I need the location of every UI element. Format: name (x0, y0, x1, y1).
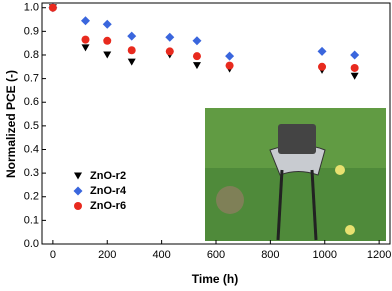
legend-marker (74, 202, 82, 210)
point (350, 63, 359, 72)
inset-photo (205, 108, 386, 241)
x-tick-label: 600 (207, 249, 225, 261)
legend-marker (74, 172, 82, 180)
point (318, 62, 327, 71)
point (103, 51, 112, 59)
legend-label: ZnO-r2 (90, 170, 126, 182)
point (103, 36, 112, 45)
x-tick-label: 1200 (367, 249, 391, 261)
x-tick-label: 200 (98, 249, 116, 261)
point (225, 51, 235, 61)
legend-marker (73, 186, 83, 196)
point (317, 46, 327, 56)
x-tick-label: 400 (152, 249, 170, 261)
y-tick-label: 0.0 (24, 238, 39, 250)
y-tick-label: 0.9 (24, 25, 39, 37)
point (192, 62, 201, 70)
y-axis-label: Normalized PCE (-) (4, 70, 18, 178)
legend-label: ZnO-r6 (90, 200, 126, 212)
point (48, 3, 57, 12)
point (81, 35, 90, 44)
y-tick-label: 0.1 (24, 214, 39, 226)
point (81, 44, 90, 52)
point (350, 72, 359, 80)
y-tick-label: 0.4 (24, 143, 39, 155)
x-axis-label: Time (h) (192, 272, 238, 286)
y-tick-label: 0.7 (24, 73, 39, 85)
y-tick-label: 1.0 (24, 2, 39, 14)
point (350, 50, 360, 60)
point (225, 61, 234, 70)
y-tick-label: 0.3 (24, 167, 39, 179)
legend-label: ZnO-r4 (90, 185, 127, 197)
point (127, 31, 137, 41)
point (127, 46, 136, 55)
point (192, 36, 202, 46)
x-tick-label: 1000 (313, 249, 337, 261)
y-tick-label: 0.2 (24, 191, 39, 203)
y-tick-label: 0.5 (24, 120, 39, 132)
point (81, 16, 90, 26)
point (127, 58, 136, 66)
point (165, 47, 174, 56)
point (102, 19, 112, 29)
y-tick-label: 0.8 (24, 49, 39, 61)
point (165, 32, 175, 42)
point (192, 52, 201, 61)
x-tick-label: 0 (50, 249, 56, 261)
y-tick-label: 0.6 (24, 96, 39, 108)
x-tick-label: 800 (261, 249, 279, 261)
